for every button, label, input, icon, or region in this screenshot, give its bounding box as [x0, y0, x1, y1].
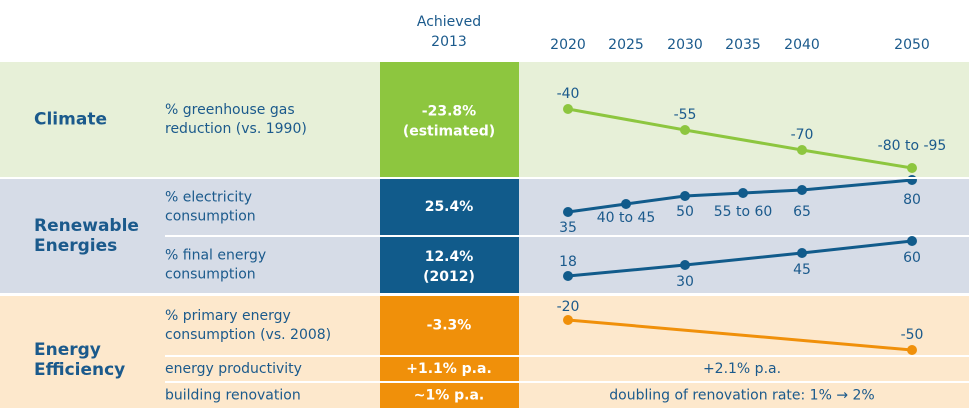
- header-year: 2040: [784, 37, 820, 53]
- row-label: consumption: [165, 209, 256, 225]
- target-point: [907, 236, 917, 246]
- target-point: [907, 345, 917, 355]
- target-point: [680, 125, 690, 135]
- row-label: reduction (vs. 1990): [165, 121, 307, 137]
- target-line: [567, 318, 913, 352]
- target-point: [563, 315, 573, 325]
- target-point: [797, 185, 807, 195]
- section-gap: [0, 293, 969, 296]
- section-title: Efficiency: [34, 360, 125, 380]
- achieved-note: (2012): [423, 269, 475, 285]
- header-achieved: 2013: [431, 34, 467, 50]
- row-divider: [165, 235, 969, 237]
- row-label: % primary energy: [165, 308, 291, 324]
- row-label: consumption: [165, 267, 256, 283]
- target-label: 50: [676, 204, 694, 220]
- target-label: 45: [793, 262, 811, 278]
- header-year: 2020: [550, 37, 586, 53]
- header-year: 2030: [667, 37, 703, 53]
- target-point: [621, 199, 631, 209]
- header-year: 2035: [725, 37, 761, 53]
- target-label: 30: [676, 274, 694, 290]
- section-title: Renewable: [34, 216, 139, 236]
- achieved-cell: [380, 383, 519, 408]
- target-line: [567, 107, 913, 170]
- achieved-cell: [380, 237, 519, 293]
- target-label: -50: [901, 327, 924, 343]
- target-text: doubling of renovation rate: 1% → 2%: [609, 388, 874, 404]
- target-label: 40 to 45: [597, 210, 656, 226]
- target-text: +2.1% p.a.: [703, 361, 781, 377]
- row-label: % electricity: [165, 190, 252, 206]
- achieved-cell: [380, 179, 519, 235]
- target-label: -40: [557, 86, 580, 102]
- achieved-note: (estimated): [403, 124, 495, 140]
- target-point: [797, 145, 807, 155]
- target-line: [567, 178, 913, 214]
- target-point: [680, 260, 690, 270]
- target-label: 65: [793, 204, 811, 220]
- target-point: [907, 175, 917, 185]
- target-label: 80: [903, 192, 921, 208]
- target-label: 35: [559, 220, 577, 236]
- row-divider: [165, 355, 969, 357]
- target-label: -70: [791, 127, 814, 143]
- row-divider: [165, 381, 969, 383]
- target-point: [563, 104, 573, 114]
- target-point: [680, 191, 690, 201]
- row-label: energy productivity: [165, 361, 302, 377]
- row-label: % final energy: [165, 248, 266, 264]
- section-title: Energies: [34, 236, 117, 256]
- target-label: 60: [903, 250, 921, 266]
- section-title: Climate: [34, 110, 107, 130]
- row-label: consumption (vs. 2008): [165, 327, 331, 343]
- target-point: [907, 163, 917, 173]
- header-year: 2025: [608, 37, 644, 53]
- target-label: 55 to 60: [714, 204, 773, 220]
- achieved-value: -23.8%: [422, 104, 476, 120]
- target-point: [563, 207, 573, 217]
- target-line: [567, 239, 913, 278]
- achieved-cell: [380, 296, 519, 355]
- achieved-cell: [380, 62, 519, 177]
- achieved-value: 12.4%: [425, 249, 474, 265]
- target-label: -20: [557, 299, 580, 315]
- target-point: [563, 271, 573, 281]
- header-achieved: Achieved: [417, 14, 481, 30]
- section-gap: [0, 177, 969, 179]
- header-year: 2050: [894, 37, 930, 53]
- row-label: % greenhouse gas: [165, 102, 295, 118]
- row-label: building renovation: [165, 388, 301, 404]
- achieved-value: +1.1% p.a.: [406, 361, 492, 377]
- section-title: Energy: [34, 340, 101, 360]
- achieved-value: 25.4%: [425, 199, 474, 215]
- target-label: -55: [674, 107, 697, 123]
- target-label: -80 to -95: [878, 138, 947, 154]
- achieved-value: -3.3%: [427, 318, 472, 334]
- target-point: [797, 248, 807, 258]
- target-point: [738, 188, 748, 198]
- achieved-cell: [380, 357, 519, 381]
- target-label: 18: [559, 254, 577, 270]
- achieved-value: ∼1% p.a.: [414, 388, 484, 404]
